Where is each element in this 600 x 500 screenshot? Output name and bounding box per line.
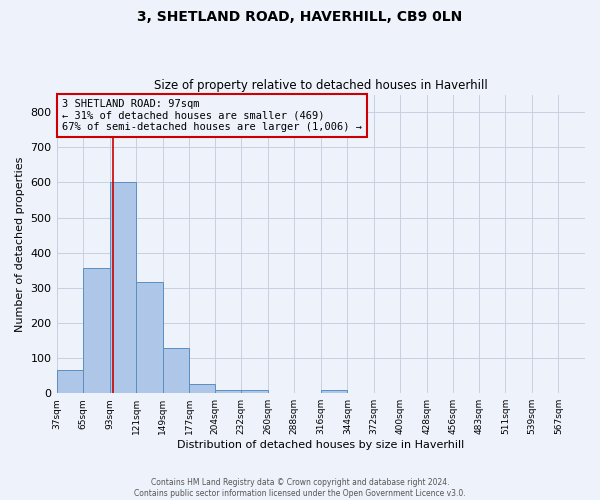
Text: 3 SHETLAND ROAD: 97sqm
← 31% of detached houses are smaller (469)
67% of semi-de: 3 SHETLAND ROAD: 97sqm ← 31% of detached… bbox=[62, 99, 362, 132]
Text: 3, SHETLAND ROAD, HAVERHILL, CB9 0LN: 3, SHETLAND ROAD, HAVERHILL, CB9 0LN bbox=[137, 10, 463, 24]
Bar bbox=[189, 384, 215, 393]
Bar bbox=[163, 348, 189, 393]
Bar bbox=[215, 390, 241, 393]
Text: Contains HM Land Registry data © Crown copyright and database right 2024.
Contai: Contains HM Land Registry data © Crown c… bbox=[134, 478, 466, 498]
Bar bbox=[136, 282, 163, 393]
Bar bbox=[56, 370, 83, 393]
X-axis label: Distribution of detached houses by size in Haverhill: Distribution of detached houses by size … bbox=[177, 440, 464, 450]
Bar bbox=[241, 390, 268, 393]
Title: Size of property relative to detached houses in Haverhill: Size of property relative to detached ho… bbox=[154, 79, 488, 92]
Y-axis label: Number of detached properties: Number of detached properties bbox=[15, 156, 25, 332]
Bar bbox=[321, 390, 347, 393]
Bar bbox=[83, 268, 110, 393]
Bar bbox=[110, 182, 136, 393]
